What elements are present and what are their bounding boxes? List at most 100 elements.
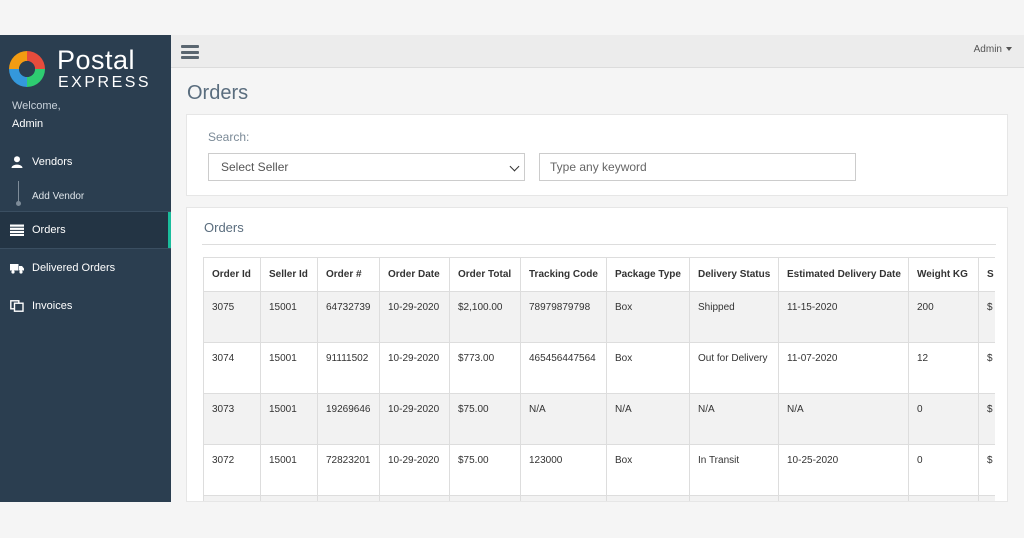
table-row[interactable] — [203, 495, 995, 501]
copy-icon — [10, 300, 24, 312]
column-header[interactable]: Order # — [317, 257, 380, 292]
column-header[interactable]: Order Total — [449, 257, 521, 292]
chevron-down-icon — [509, 161, 520, 172]
table-cell: Shipped — [689, 291, 779, 343]
table-row[interactable]: 3072 15001 72823201 10-29-2020 $75.00 12… — [203, 444, 995, 496]
table-cell: $ — [978, 444, 995, 496]
table-cell — [449, 495, 521, 501]
table-cell: Box — [606, 444, 690, 496]
app-window: Postal EXPRESS Welcome, Admin Vendors Ad… — [0, 35, 1024, 502]
table-cell: Box — [606, 342, 690, 394]
sidebar-item-label: Add Vendor — [32, 190, 85, 202]
sidebar-item-label: Delivered Orders — [32, 262, 116, 274]
orders-panel: Orders Order Id Seller Id Order # Order … — [186, 207, 1008, 502]
sidebar-item-invoices[interactable]: Invoices — [0, 287, 171, 325]
table-cell: 10-29-2020 — [379, 342, 450, 394]
truck-icon — [10, 264, 24, 274]
table-cell: $75.00 — [449, 444, 521, 496]
column-header[interactable]: Delivery Status — [689, 257, 779, 292]
column-header[interactable]: Order Id — [203, 257, 261, 292]
table-cell: N/A — [520, 393, 607, 445]
column-header[interactable]: Weight KG — [908, 257, 979, 292]
hamburger-icon[interactable] — [181, 45, 199, 59]
column-header[interactable]: Package Type — [606, 257, 690, 292]
table-cell: 64732739 — [317, 291, 380, 343]
divider — [202, 244, 996, 245]
table-cell: 91111502 — [317, 342, 380, 394]
column-header[interactable]: S — [978, 257, 995, 292]
table-cell: Box — [606, 291, 690, 343]
user-icon — [11, 156, 23, 168]
username: Admin — [12, 118, 44, 130]
page-title: Orders — [187, 82, 249, 104]
sidebar-item-label: Invoices — [32, 300, 73, 312]
sidebar-item-vendors[interactable]: Vendors — [0, 143, 171, 181]
table-cell: In Transit — [689, 444, 779, 496]
table-cell: 15001 — [260, 393, 318, 445]
sidebar-item-add-vendor[interactable]: Add Vendor — [0, 181, 171, 211]
table-cell: 78979879798 — [520, 291, 607, 343]
user-menu[interactable]: Admin — [974, 44, 1012, 55]
search-label: Search: — [208, 130, 250, 144]
table-cell — [260, 495, 318, 501]
table-cell: Out for Delivery — [689, 342, 779, 394]
table-cell: 72823201 — [317, 444, 380, 496]
table-cell — [778, 495, 909, 501]
table-cell — [203, 495, 261, 501]
sidebar-item-label: Vendors — [32, 156, 73, 168]
search-panel: Search: Select Seller — [186, 114, 1008, 196]
table-row[interactable]: 3074 15001 91111502 10-29-2020 $773.00 4… — [203, 342, 995, 394]
postal-express-logo-icon — [9, 51, 45, 87]
orders-table: Order Id Seller Id Order # Order Date Or… — [203, 257, 995, 501]
table-cell: $ — [978, 291, 995, 343]
column-header[interactable]: Order Date — [379, 257, 450, 292]
table-cell: $ — [978, 393, 995, 445]
table-cell: 123000 — [520, 444, 607, 496]
table-cell: 19269646 — [317, 393, 380, 445]
main-content: Orders Search: Select Seller Orders O — [171, 68, 1024, 502]
table-cell: 10-29-2020 — [379, 393, 450, 445]
sidebar-item-label: Orders — [32, 224, 66, 236]
table-cell: 12 — [908, 342, 979, 394]
top-bar: Admin — [171, 35, 1024, 68]
table-row[interactable]: 3075 15001 64732739 10-29-2020 $2,100.00… — [203, 291, 995, 343]
table-cell — [606, 495, 690, 501]
table-cell — [978, 495, 995, 501]
table-cell — [317, 495, 380, 501]
seller-select-value: Select Seller — [221, 160, 289, 174]
seller-select[interactable]: Select Seller — [208, 153, 525, 181]
table-cell: 3072 — [203, 444, 261, 496]
table-cell: $773.00 — [449, 342, 521, 394]
orders-table-container[interactable]: Order Id Seller Id Order # Order Date Or… — [203, 257, 995, 501]
table-cell: 15001 — [260, 291, 318, 343]
brand-logo[interactable]: Postal EXPRESS — [7, 45, 167, 92]
table-cell: 465456447564 — [520, 342, 607, 394]
brand-subtitle: EXPRESS — [58, 74, 152, 91]
table-cell — [520, 495, 607, 501]
keyword-search-input[interactable] — [539, 153, 856, 181]
welcome-text: Welcome, — [12, 100, 61, 112]
table-cell: 15001 — [260, 444, 318, 496]
table-cell: N/A — [689, 393, 779, 445]
table-cell: $ — [978, 342, 995, 394]
list-icon — [10, 224, 24, 236]
table-cell: 3074 — [203, 342, 261, 394]
table-cell: 10-25-2020 — [778, 444, 909, 496]
user-menu-label: Admin — [973, 44, 1002, 55]
table-cell: 15001 — [260, 342, 318, 394]
sidebar-item-delivered-orders[interactable]: Delivered Orders — [0, 249, 171, 287]
table-cell: 11-15-2020 — [778, 291, 909, 343]
table-cell: 11-07-2020 — [778, 342, 909, 394]
table-cell: N/A — [606, 393, 690, 445]
table-cell — [379, 495, 450, 501]
column-header[interactable]: Seller Id — [260, 257, 318, 292]
orders-panel-title: Orders — [204, 220, 244, 235]
column-header[interactable]: Tracking Code — [520, 257, 607, 292]
sidebar-nav: Vendors Add Vendor Orders — [0, 143, 171, 325]
table-row[interactable]: 3073 15001 19269646 10-29-2020 $75.00 N/… — [203, 393, 995, 445]
sidebar: Postal EXPRESS Welcome, Admin Vendors Ad… — [0, 35, 171, 502]
table-cell: 0 — [908, 393, 979, 445]
brand-name: Postal — [57, 45, 136, 75]
sidebar-item-orders[interactable]: Orders — [0, 211, 171, 249]
column-header[interactable]: Estimated Delivery Date — [778, 257, 909, 292]
